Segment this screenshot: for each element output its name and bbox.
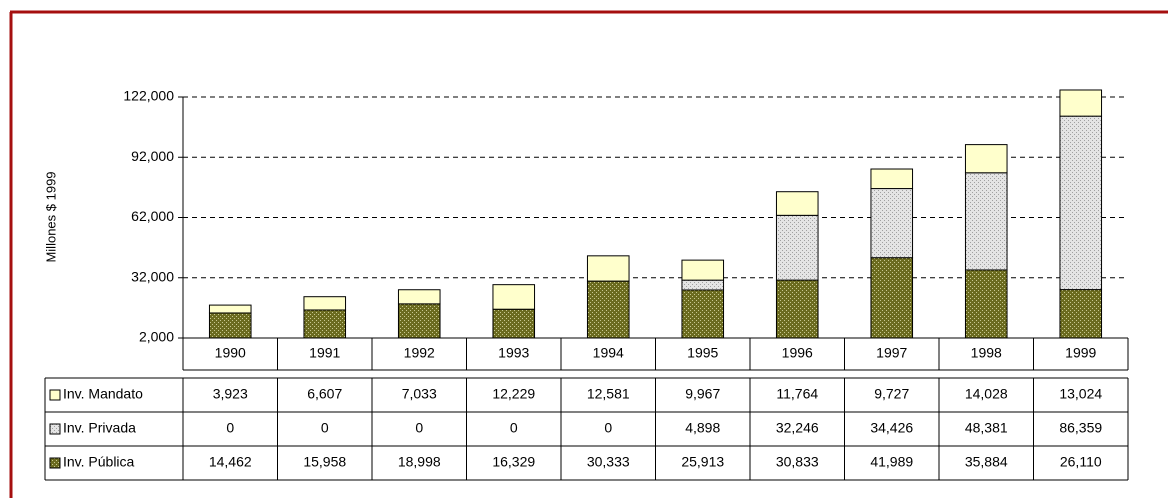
data-label: 14,462 <box>209 454 252 470</box>
bar-segment <box>492 284 536 310</box>
x-tick-label: 1997 <box>876 345 907 361</box>
data-label: 9,967 <box>685 386 720 402</box>
data-label: 16,329 <box>492 454 535 470</box>
x-tick-label: 1990 <box>215 345 246 361</box>
legend-key <box>49 423 61 435</box>
y-tick-label: 122,000 <box>123 88 174 104</box>
data-label: 6,607 <box>307 386 342 402</box>
bar-segment <box>681 259 725 281</box>
x-tick-label: 1994 <box>593 345 624 361</box>
y-tick-label: 2,000 <box>139 329 174 345</box>
data-label: 35,884 <box>965 454 1008 470</box>
x-tick-label: 1996 <box>782 345 813 361</box>
bar-segment <box>1059 289 1103 339</box>
bar-segment <box>775 191 819 216</box>
bar-segment <box>964 172 1008 271</box>
bar-segment <box>870 188 914 259</box>
legend-label: Inv. Mandato <box>63 386 143 402</box>
data-label: 41,989 <box>870 454 913 470</box>
bar-segment <box>586 255 630 282</box>
data-label: 9,727 <box>874 386 909 402</box>
data-label: 11,764 <box>776 386 818 402</box>
x-tick-label: 1991 <box>309 345 340 361</box>
y-axis-label: Millones $ 1999 <box>43 171 58 262</box>
legend-label: Inv. Privada <box>63 420 136 436</box>
data-label: 25,913 <box>681 454 724 470</box>
bar-segment <box>870 168 914 190</box>
bar-segment <box>964 269 1008 339</box>
bar-segment <box>397 289 441 305</box>
data-label: 12,229 <box>492 386 535 402</box>
y-tick-label: 32,000 <box>131 268 174 284</box>
legend-key <box>49 389 61 401</box>
data-label: 30,333 <box>587 454 630 470</box>
data-label: 14,028 <box>965 386 1008 402</box>
bar-segment <box>775 214 819 281</box>
data-label: 4,898 <box>685 420 720 436</box>
bar-segment <box>303 296 347 311</box>
data-label: 15,958 <box>303 454 346 470</box>
bar-segment <box>1059 89 1103 117</box>
x-tick-label: 1998 <box>971 345 1002 361</box>
data-label: 0 <box>226 420 234 436</box>
bar-segment <box>586 280 630 339</box>
legend-key <box>49 457 61 469</box>
bar-segment <box>208 312 252 339</box>
data-label: 86,359 <box>1059 420 1102 436</box>
bar-segment <box>870 257 914 339</box>
data-label: 26,110 <box>1060 454 1102 470</box>
data-label: 18,998 <box>398 454 441 470</box>
data-label: 34,426 <box>870 420 913 436</box>
x-tick-label: 1992 <box>404 345 435 361</box>
x-tick-label: 1993 <box>498 345 529 361</box>
y-tick-label: 92,000 <box>131 148 174 164</box>
data-label: 0 <box>510 420 518 436</box>
data-label: 30,833 <box>776 454 819 470</box>
data-label: 0 <box>415 420 423 436</box>
x-tick-label: 1999 <box>1065 345 1096 361</box>
bar-segment <box>775 279 819 339</box>
bar-segment <box>397 303 441 339</box>
bar-segment <box>1059 115 1103 291</box>
bar-segment <box>208 304 252 314</box>
bar-segment <box>303 309 347 339</box>
data-label: 32,246 <box>776 420 819 436</box>
data-label: 13,024 <box>1059 386 1102 402</box>
bar-segment <box>681 279 725 291</box>
bar-segment <box>681 289 725 339</box>
bar-segment <box>492 308 536 339</box>
y-tick-label: 62,000 <box>131 208 174 224</box>
bar-segment <box>964 144 1008 174</box>
data-label: 7,033 <box>402 386 437 402</box>
data-label: 0 <box>604 420 612 436</box>
data-label: 0 <box>321 420 329 436</box>
legend-label: Inv. Pública <box>63 454 135 470</box>
x-tick-label: 1995 <box>687 345 718 361</box>
data-label: 48,381 <box>965 420 1008 436</box>
data-label: 3,923 <box>213 386 248 402</box>
data-label: 12,581 <box>587 386 630 402</box>
